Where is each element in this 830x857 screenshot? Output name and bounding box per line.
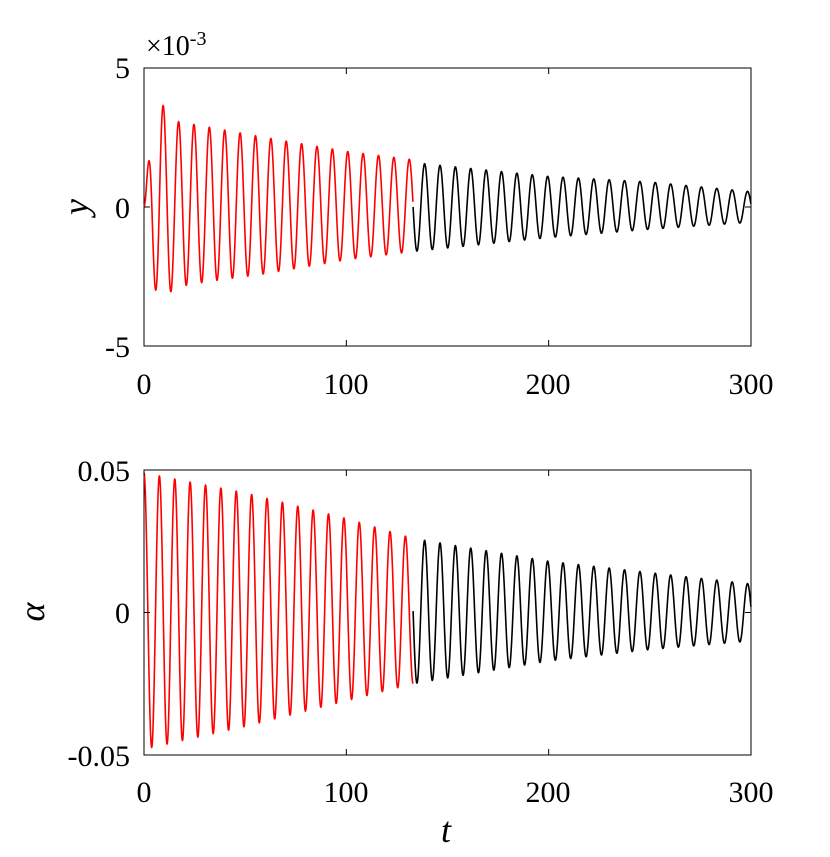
top-series-red-line [143, 104, 414, 293]
bottom-ytick-label-neg0.05: -0.05 [68, 740, 131, 773]
top-xtick-label-0: 0 [137, 368, 152, 401]
bottom-series-group [143, 472, 752, 749]
bottom-panel: 0.05 0 -0.05 0 100 200 300 t α [12, 455, 774, 850]
top-ytick-label-neg5: -5 [105, 331, 130, 364]
exponent-power: -3 [190, 28, 207, 50]
bottom-series-black-line [412, 539, 752, 684]
bottom-ylabel: α [12, 601, 52, 621]
top-ticks-group [143, 67, 752, 347]
top-series-group [143, 104, 752, 293]
bottom-ytick-label-0.05: 0.05 [78, 455, 131, 488]
bottom-ytick-label-0: 0 [115, 597, 130, 630]
bottom-xtick-label-0: 0 [137, 776, 152, 809]
top-xtick-label-100: 100 [324, 368, 369, 401]
top-ytick-label-5: 5 [115, 52, 130, 85]
bottom-series-red-line [143, 472, 414, 749]
top-ytick-label-0: 0 [115, 192, 130, 225]
bottom-xtick-label-100: 100 [324, 776, 369, 809]
bottom-xtick-label-200: 200 [526, 776, 571, 809]
top-series-black-line [412, 162, 752, 252]
bottom-ticks-group [143, 469, 752, 756]
top-xtick-label-200: 200 [526, 368, 571, 401]
top-panel: 5 0 -5 0 100 200 300 ×10-3 y [56, 28, 774, 401]
top-exponent-label: ×10-3 [146, 28, 206, 62]
top-xtick-label-300: 300 [729, 368, 774, 401]
top-ylabel: y [56, 199, 96, 218]
bottom-xlabel: t [441, 810, 452, 850]
exponent-base: ×10 [146, 31, 190, 62]
bottom-xtick-label-300: 300 [729, 776, 774, 809]
